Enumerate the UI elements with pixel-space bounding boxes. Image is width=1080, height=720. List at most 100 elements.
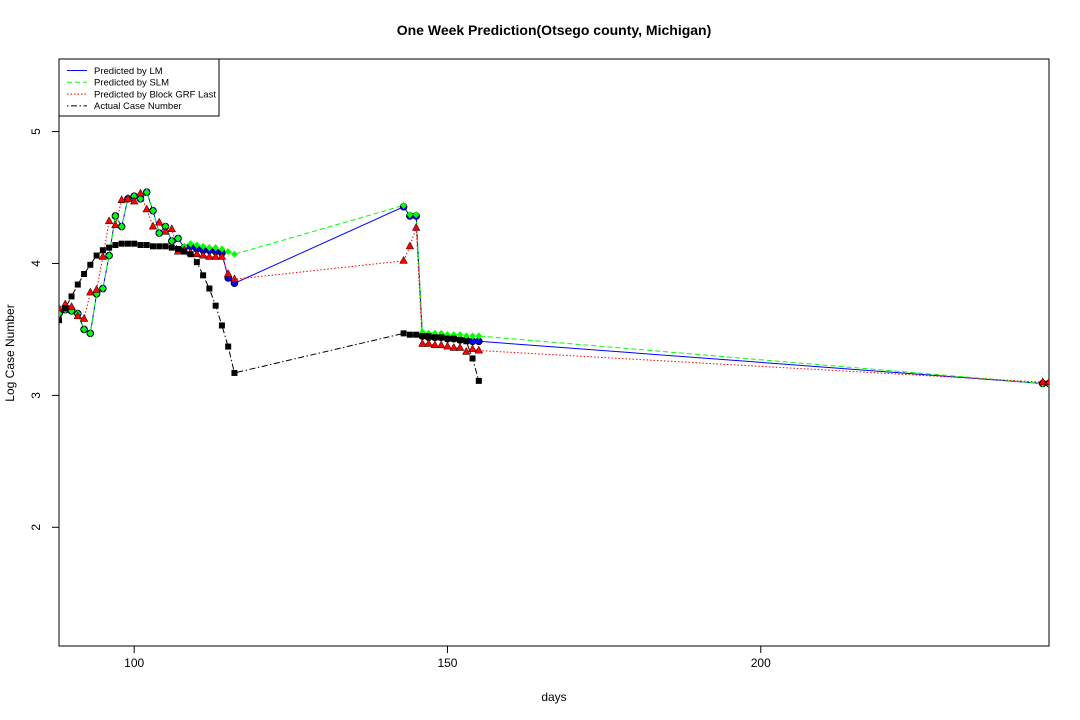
data-point xyxy=(418,339,427,347)
x-axis: 100 150 200 xyxy=(124,646,771,670)
data-point xyxy=(475,332,483,340)
series-line-group xyxy=(59,243,480,381)
data-point xyxy=(111,220,120,229)
data-point xyxy=(455,342,465,351)
data-point xyxy=(62,305,69,312)
data-point xyxy=(431,334,438,341)
data-point xyxy=(419,333,426,340)
data-point xyxy=(74,281,81,288)
data-point xyxy=(112,212,119,220)
data-point xyxy=(181,248,188,255)
data-point xyxy=(59,303,64,312)
data-point xyxy=(156,243,163,250)
data-point xyxy=(112,241,119,248)
data-point xyxy=(443,341,452,350)
series-line xyxy=(59,243,480,381)
data-point xyxy=(118,222,125,231)
y-axis: 2 3 4 5 xyxy=(29,128,59,531)
x-tick-label: 150 xyxy=(437,656,457,670)
plot-frame xyxy=(58,58,1050,647)
data-point xyxy=(223,269,233,277)
data-point xyxy=(456,331,464,339)
data-point xyxy=(92,284,101,293)
data-point xyxy=(137,241,144,248)
data-point xyxy=(99,284,107,293)
data-point xyxy=(463,338,470,345)
data-point xyxy=(123,193,133,202)
data-point xyxy=(93,252,100,259)
data-point xyxy=(206,285,213,292)
data-point xyxy=(148,221,158,230)
data-point xyxy=(474,345,484,354)
data-point xyxy=(192,249,202,258)
data-point xyxy=(231,250,238,258)
data-point xyxy=(98,251,108,260)
data-point xyxy=(174,234,182,242)
data-point xyxy=(212,244,219,252)
data-point xyxy=(162,222,169,231)
data-point xyxy=(86,287,95,296)
data-point xyxy=(162,243,169,250)
data-point xyxy=(193,241,201,249)
data-point xyxy=(187,240,194,248)
data-point xyxy=(438,334,445,341)
data-point xyxy=(1038,377,1047,386)
series-marker-group xyxy=(59,188,1049,386)
data-point xyxy=(206,244,213,252)
data-point xyxy=(469,355,476,362)
data-point xyxy=(406,331,413,338)
data-point xyxy=(424,339,433,347)
series-marker-group xyxy=(59,188,1049,388)
data-point xyxy=(142,204,151,213)
data-point xyxy=(168,237,175,245)
data-point xyxy=(425,333,432,340)
data-point xyxy=(1044,377,1049,386)
y-tick-label: 3 xyxy=(29,392,43,399)
data-point xyxy=(198,250,208,259)
data-point xyxy=(413,331,420,338)
data-point xyxy=(131,240,138,247)
data-point xyxy=(468,344,477,353)
data-point xyxy=(79,313,89,322)
data-point xyxy=(212,302,219,309)
data-point xyxy=(457,336,464,343)
data-point xyxy=(155,217,164,226)
data-point xyxy=(104,216,114,225)
data-point xyxy=(450,335,457,342)
data-point xyxy=(217,251,227,260)
data-point xyxy=(462,346,471,355)
data-point xyxy=(469,332,476,340)
x-axis-label: days xyxy=(541,690,566,704)
data-point xyxy=(59,309,63,318)
data-point xyxy=(67,302,76,310)
data-point xyxy=(136,188,145,197)
data-point xyxy=(218,245,226,253)
data-point xyxy=(117,195,126,203)
data-point xyxy=(436,340,446,349)
data-point xyxy=(205,251,214,260)
data-point xyxy=(73,311,83,320)
data-point xyxy=(230,274,239,283)
data-point xyxy=(193,259,200,266)
data-point xyxy=(99,247,106,254)
data-point xyxy=(200,272,207,279)
data-point xyxy=(430,340,440,349)
series-marker-group xyxy=(59,188,1049,388)
data-point xyxy=(137,195,144,203)
data-point xyxy=(411,222,421,231)
data-point xyxy=(81,271,88,278)
data-point xyxy=(406,211,414,219)
data-point xyxy=(168,244,175,251)
data-point xyxy=(118,240,125,247)
data-point xyxy=(419,328,426,336)
legend-entry: Predicted by Block GRF Last xyxy=(94,89,216,100)
y-tick-label: 4 xyxy=(29,260,43,267)
data-point xyxy=(149,207,157,215)
data-point xyxy=(444,335,451,342)
data-point xyxy=(412,211,420,219)
data-point xyxy=(149,243,156,250)
data-point xyxy=(218,322,225,329)
data-point xyxy=(68,293,75,300)
legend-entry: Predicted by SLM xyxy=(94,78,169,89)
legend-entry: Actual Case Number xyxy=(94,101,182,112)
